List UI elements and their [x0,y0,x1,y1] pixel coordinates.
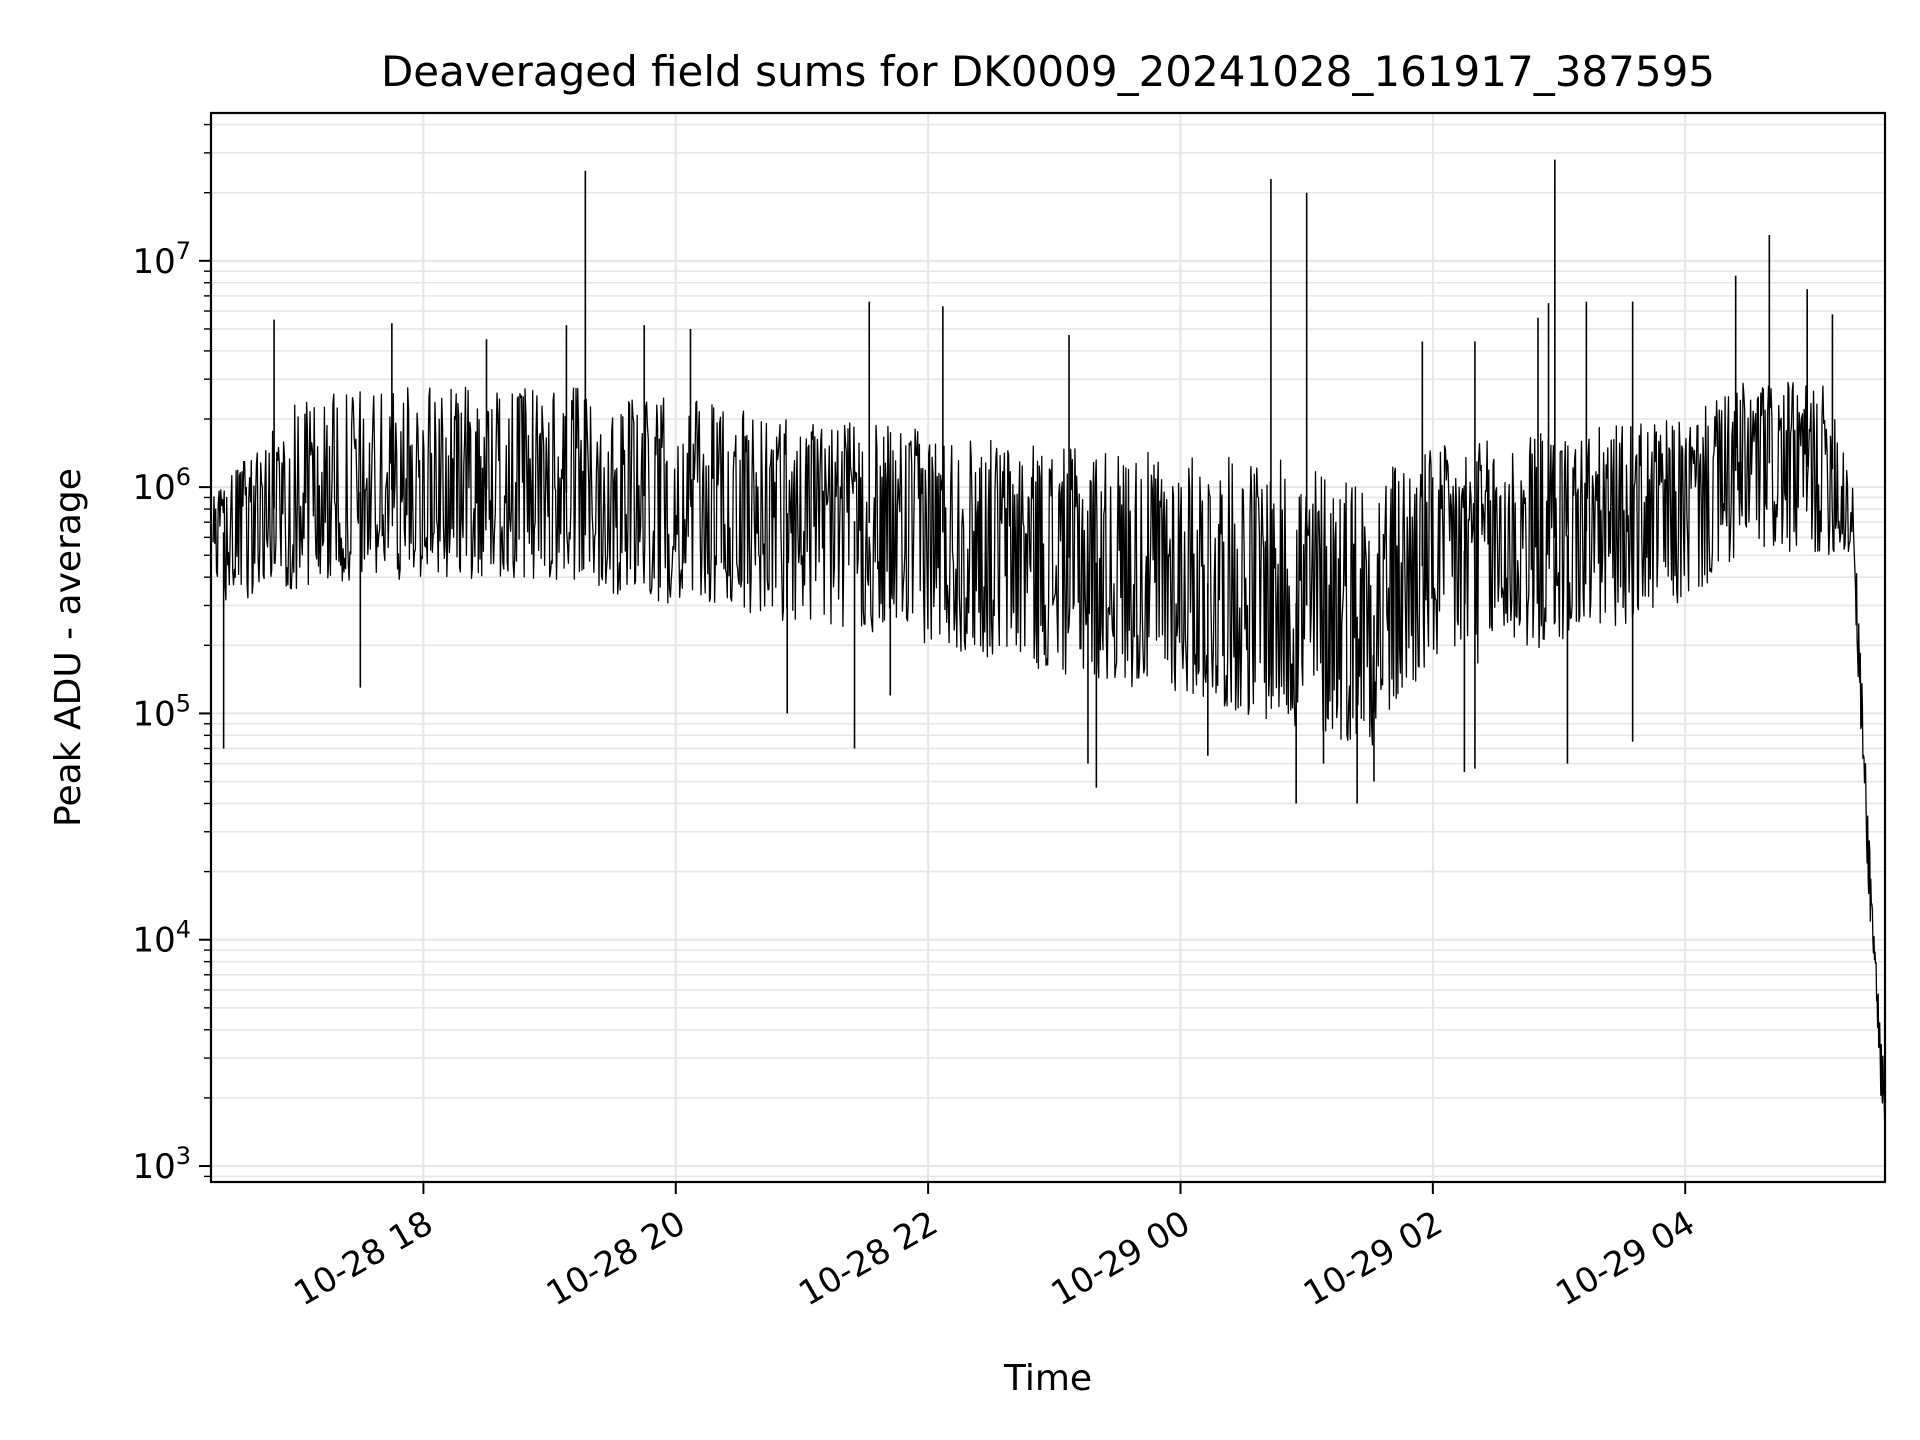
y-tick-label: 107 [132,237,191,282]
y-tick-label: 104 [132,916,191,961]
series-line [212,381,1886,1141]
y-tick-label: 106 [132,463,191,508]
y-axis-label: Peak ADU - average [48,468,89,827]
chart-title: Deaveraged field sums for DK0009_2024102… [381,47,1715,96]
y-tick-label: 105 [132,689,191,734]
series-layer [212,159,1886,1141]
x-axis-label: Time [1003,1358,1092,1399]
y-tick-label: 103 [132,1142,191,1187]
plot-frame [209,111,1887,1184]
